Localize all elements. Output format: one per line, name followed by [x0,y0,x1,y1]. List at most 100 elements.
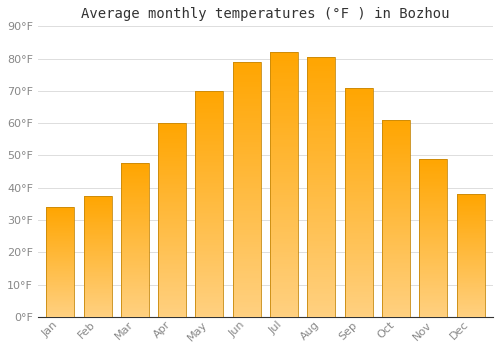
Bar [196,294,224,296]
Bar [84,308,112,309]
Bar [121,176,149,177]
Bar [344,150,372,152]
Bar [308,118,336,119]
Bar [456,232,484,233]
Bar [121,251,149,252]
Bar [233,113,261,114]
Bar [456,237,484,238]
Bar [308,234,336,236]
Bar [308,249,336,251]
Bar [456,274,484,275]
Bar [196,252,224,253]
Bar [420,185,448,186]
Bar [233,89,261,91]
Bar [158,234,186,236]
Bar [196,226,224,228]
Bar [196,118,224,119]
Bar [158,158,186,159]
Bar [158,265,186,266]
Bar [84,224,112,225]
Bar [121,216,149,217]
Bar [382,239,410,241]
Bar [420,276,448,277]
Bar [308,242,336,244]
Bar [420,160,448,161]
Bar [344,304,372,306]
Bar [420,196,448,197]
Bar [344,102,372,103]
Bar [46,208,74,209]
Bar [196,147,224,148]
Bar [382,163,410,164]
Bar [46,273,74,274]
Bar [233,266,261,267]
Bar [158,144,186,145]
Bar [233,208,261,210]
Bar [420,184,448,185]
Bar [420,273,448,274]
Bar [382,171,410,173]
Bar [382,272,410,274]
Bar [121,269,149,270]
Bar [196,171,224,172]
Bar [344,155,372,156]
Bar [270,197,298,198]
Bar [270,56,298,57]
Bar [46,239,74,240]
Bar [308,171,336,173]
Bar [308,102,336,104]
Bar [46,237,74,238]
Bar [456,223,484,224]
Bar [84,264,112,265]
Bar [344,282,372,283]
Bar [308,199,336,201]
Bar [308,100,336,102]
Bar [84,303,112,304]
Bar [308,116,336,118]
Bar [270,149,298,151]
Bar [270,206,298,208]
Bar [196,296,224,297]
Bar [158,281,186,282]
Bar [382,225,410,226]
Bar [382,302,410,304]
Bar [382,200,410,201]
Bar [308,307,336,308]
Bar [84,288,112,289]
Bar [420,292,448,293]
Bar [84,228,112,229]
Bar [233,103,261,104]
Bar [382,290,410,292]
Bar [456,196,484,197]
Bar [46,254,74,255]
Bar [196,119,224,121]
Bar [382,308,410,309]
Bar [158,229,186,230]
Bar [420,237,448,238]
Bar [308,130,336,132]
Bar [344,283,372,285]
Bar [420,218,448,219]
Bar [344,167,372,169]
Bar [46,295,74,296]
Bar [121,228,149,229]
Bar [456,281,484,282]
Bar [121,279,149,280]
Bar [270,227,298,229]
Bar [420,226,448,227]
Bar [84,287,112,288]
Bar [196,211,224,213]
Bar [456,315,484,316]
Bar [84,294,112,295]
Bar [233,213,261,215]
Bar [420,206,448,207]
Bar [121,222,149,223]
Bar [456,289,484,290]
Bar [382,248,410,250]
Bar [308,182,336,183]
Bar [270,176,298,177]
Bar [344,176,372,178]
Bar [308,275,336,277]
Bar [382,146,410,147]
Bar [46,283,74,284]
